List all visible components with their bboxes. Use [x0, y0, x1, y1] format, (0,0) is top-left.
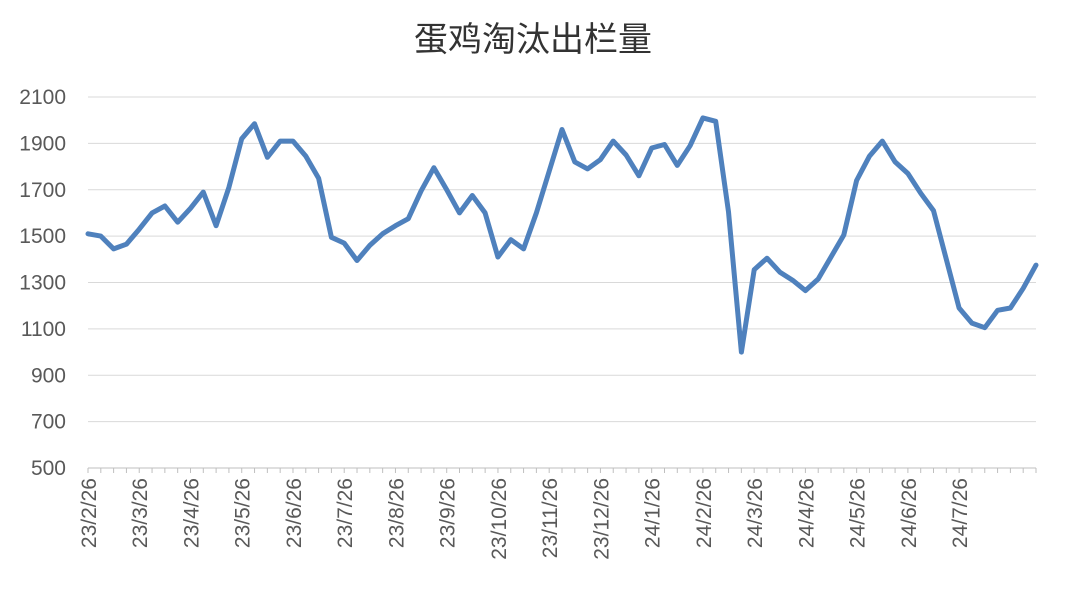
x-tick-label: 24/6/26: [898, 478, 921, 548]
x-tick-label: 24/4/26: [795, 478, 818, 548]
y-tick-label: 1700: [19, 179, 66, 202]
x-tick-label: 23/10/26: [488, 478, 511, 560]
y-tick-label: 700: [31, 411, 66, 434]
x-tick-label: 24/7/26: [949, 478, 972, 548]
x-tick-label: 23/3/26: [129, 478, 152, 548]
x-tick-label: 24/3/26: [744, 478, 767, 548]
y-tick-label: 1300: [19, 272, 66, 295]
x-tick-label: 23/4/26: [180, 478, 203, 548]
chart-title: 蛋鸡淘汰出栏量: [414, 20, 652, 60]
y-tick-label: 1900: [19, 132, 66, 155]
x-tick-label: 23/8/26: [385, 478, 408, 548]
x-tick-label: 23/7/26: [334, 478, 357, 548]
x-tick-label: 23/5/26: [232, 478, 255, 548]
y-tick-label: 2100: [19, 86, 66, 109]
y-tick-label: 1100: [21, 318, 66, 341]
x-tick-label: 24/1/26: [642, 478, 665, 548]
x-tick-label: 23/6/26: [283, 478, 306, 548]
x-tick-label: 24/5/26: [847, 478, 870, 548]
x-tick-label: 24/2/26: [693, 478, 716, 548]
x-tick-label: 23/12/26: [590, 478, 613, 560]
series-line: [85, 115, 1039, 355]
x-tick-label: 23/9/26: [437, 478, 460, 548]
x-tick-label: 23/2/26: [78, 478, 101, 548]
y-tick-label: 900: [31, 364, 66, 387]
x-tick-label: 23/11/26: [539, 478, 562, 558]
y-tick-label: 500: [31, 457, 66, 480]
y-tick-label: 1500: [19, 225, 66, 248]
